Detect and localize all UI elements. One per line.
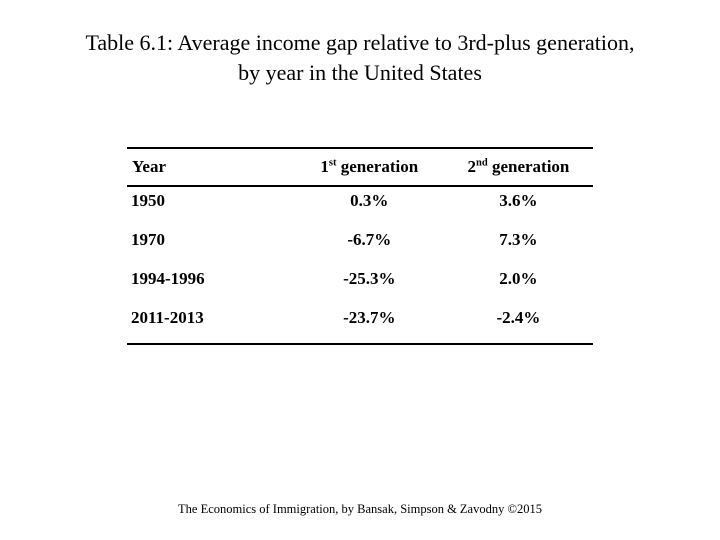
cell-year: 1994-1996 [131,269,205,288]
col-header-number: 2 [467,157,476,176]
income-gap-table: Year 1st generation 2nd generation 1950 … [127,147,593,345]
slide-title-line-1: Table 6.1: Average income gap relative t… [85,30,635,55]
column-header-1st-generation: 1st generation [295,148,444,186]
col-header-text: generation [336,157,419,176]
cell-2nd-generation: 3.6% [499,191,538,210]
cell-2nd-generation: 2.0% [499,269,538,288]
cell-year: 1970 [131,230,165,249]
cell-year: 2011-2013 [131,308,204,327]
cell-1st-generation: -25.3% [343,269,396,288]
table-row: 1994-1996 -25.3% 2.0% [127,265,593,304]
table-header-row: Year 1st generation 2nd generation [127,148,593,186]
income-gap-table-container: Year 1st generation 2nd generation 1950 … [127,147,593,345]
column-header-2nd-generation: 2nd generation [444,148,593,186]
col-header-ordinal-superscript: st [328,157,337,169]
slide-title: Table 6.1: Average income gap relative t… [0,0,720,88]
col-header-ordinal-superscript: nd [475,157,488,169]
cell-2nd-generation: -2.4% [496,308,541,327]
column-header-year: Year [132,157,166,176]
col-header-text: generation [487,157,570,176]
slide-title-line-2: by year in the United States [238,60,482,85]
col-header-number: 1 [320,157,329,176]
cell-1st-generation: 0.3% [350,191,389,210]
table-row: 2011-2013 -23.7% -2.4% [127,304,593,344]
table-row: 1950 0.3% 3.6% [127,186,593,226]
cell-year: 1950 [131,191,165,210]
cell-1st-generation: -23.7% [343,308,396,327]
cell-1st-generation: -6.7% [347,230,392,249]
slide-footer-citation: The Economics of Immigration, by Bansak,… [178,502,542,516]
cell-2nd-generation: 7.3% [499,230,538,249]
table-row: 1970 -6.7% 7.3% [127,226,593,265]
